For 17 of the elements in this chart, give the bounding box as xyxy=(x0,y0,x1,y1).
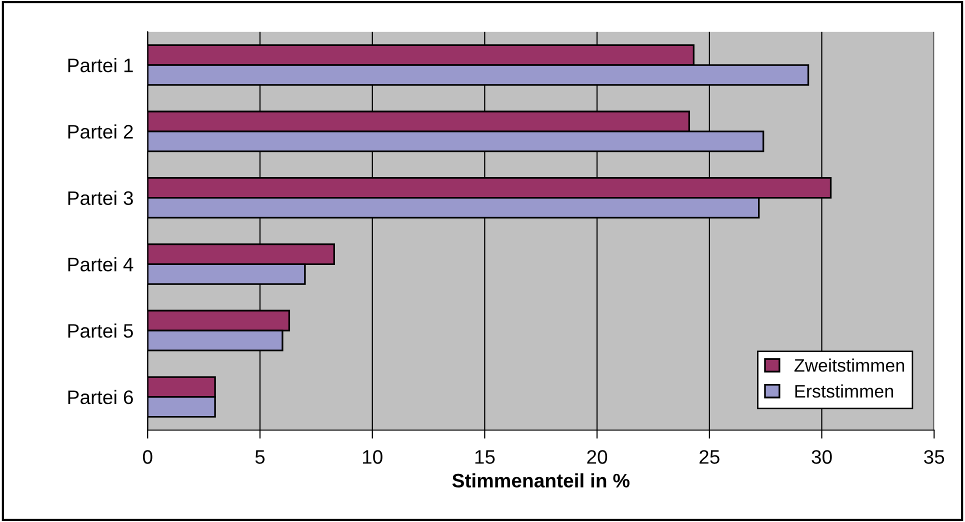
x-tick-label: 0 xyxy=(143,450,152,464)
x-tick-label: 30 xyxy=(812,450,832,464)
y-tick-label: Partei 6 xyxy=(68,390,133,404)
x-tick-label: 25 xyxy=(700,450,720,464)
x-tick-label: 20 xyxy=(587,450,608,464)
x-tick-label: 15 xyxy=(475,450,495,464)
x-axis-title: Stimmenanteil in % xyxy=(452,473,630,488)
y-tick-label: Partei 4 xyxy=(68,257,134,272)
y-tick-label: Partei 1 xyxy=(68,58,133,72)
y-tick-label: Partei 2 xyxy=(68,124,133,139)
y-tick-label: Partei 5 xyxy=(68,324,133,338)
x-tick-label: 10 xyxy=(363,450,382,464)
y-tick-label: Partei 3 xyxy=(68,190,133,206)
x-tick-label: 35 xyxy=(924,450,944,464)
legend-label: Erststimmen xyxy=(795,384,894,398)
x-tick-label: 5 xyxy=(255,450,265,464)
legend-label: Zweitstimmen xyxy=(794,358,904,372)
